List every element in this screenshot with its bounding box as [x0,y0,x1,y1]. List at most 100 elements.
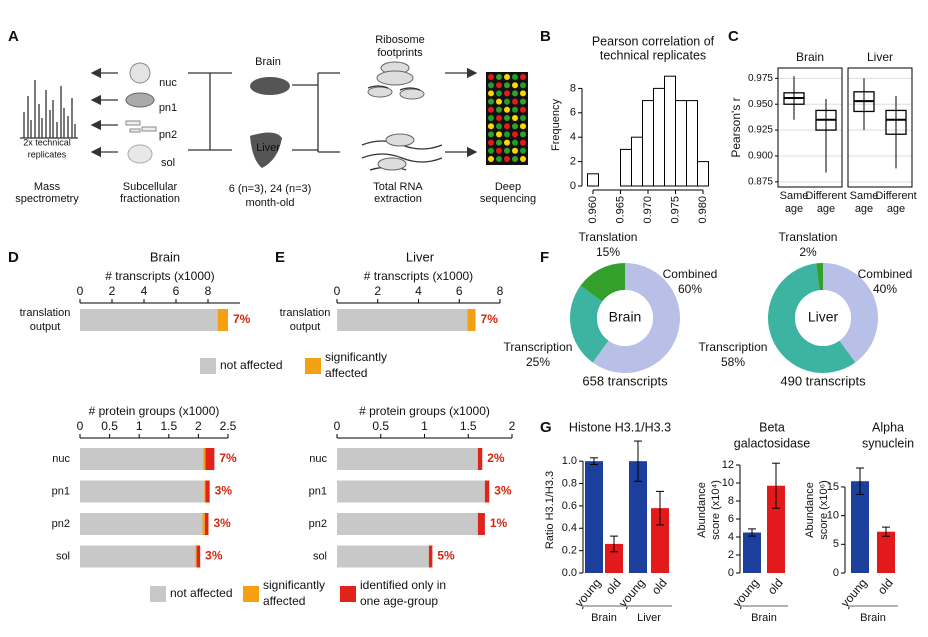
diagram-label: sol [161,157,175,169]
ribosome-icon [385,133,415,147]
facet-title: Brain [796,50,824,64]
diagram-label: fractionation [120,193,180,205]
spot [512,106,518,113]
y-tick-label: 10 [722,477,734,489]
diagram-label: pn1 [159,102,177,114]
bar [686,100,698,187]
x-tick-label: 8 [497,284,504,298]
x-tick-label: age [887,203,905,215]
donut-slice [768,263,856,373]
diagram-label: Brain [255,56,281,68]
panel-label: B [540,28,551,45]
row-label: pn2 [309,518,327,530]
percent-label: 1% [490,516,508,530]
diagram-label: Ribosome [375,34,425,46]
slice-label: Combined [858,267,913,281]
bar-segment [217,309,228,331]
x-axis-label: # protein groups (x1000) [89,404,220,418]
spot [488,106,494,113]
y-tick-label: 6 [570,107,576,119]
legend-swatch [305,358,321,374]
slice-label: Transcription [699,340,768,354]
x-tick-label: 1 [136,419,143,433]
slice-value: 2% [799,245,817,259]
spot [512,123,518,130]
percent-label: 7% [481,312,499,326]
spot [488,74,494,80]
spot [504,123,510,130]
x-tick-label: 6 [173,284,180,298]
spot [512,156,518,162]
diagram-label: nuc [159,77,177,89]
donut-slice [570,285,609,363]
diagram-label: sequencing [480,193,536,205]
diagram-label: footprints [377,47,423,59]
diagram-label: replicates [28,149,67,159]
spot [512,115,518,121]
slice-value: 15% [596,245,620,259]
x-tick-label: age [855,203,873,215]
legend-label: affected [325,366,367,380]
slice-value: 60% [678,282,702,296]
x-tick-label: Same [780,190,809,202]
spot [520,139,526,146]
bar [605,543,623,573]
bar [651,508,669,573]
legend-label: not affected [170,586,233,600]
legend-label: significantly [263,578,325,592]
spot [488,131,494,138]
bar-segment [80,545,196,568]
group-label: Brain [591,612,617,624]
bar [642,100,654,187]
y-tick-label: 15 [827,481,839,493]
row-label: nuc [309,453,327,465]
y-axis-label: score (x10⁴) [710,480,722,540]
legend-label: identified only in [360,578,446,592]
y-tick-label: 0 [570,180,576,192]
slice-label: Translation [779,230,838,244]
row-label: pn2 [52,518,70,530]
bar [653,87,665,187]
bar [629,461,647,573]
y-tick-label: 1.0 [562,455,577,467]
ribosome-icon [376,70,414,86]
bar-segment [337,513,478,535]
y-tick-label: 0.0 [562,567,577,579]
y-tick-label: 0.875 [748,176,773,187]
slice-label: Combined [663,267,718,281]
spot [488,115,494,121]
bar [620,148,632,187]
x-tick-label: age [817,203,835,215]
x-tick-label: 1.5 [460,419,477,433]
spot [520,74,526,80]
spot [496,115,502,121]
y-tick-label: 5 [833,538,839,550]
y-tick-label: 4 [728,531,734,543]
spot [496,156,502,162]
spot [488,156,494,162]
spot [504,131,510,138]
row-label: pn1 [52,485,70,497]
spot [504,156,510,162]
donut-slice [580,263,625,302]
bar-segment [204,513,209,535]
row-label: output [290,321,321,333]
chart-title: technical replicates [600,48,706,62]
donut-slice [592,263,680,373]
group-label: Brain [860,612,886,624]
spot [512,90,518,97]
spot [488,147,494,154]
x-tick-label: 0 [77,284,84,298]
spot [520,131,526,138]
x-tick-label: 0.975 [669,196,681,224]
spot [488,82,494,89]
bar [675,100,687,187]
y-tick-label: 0 [728,567,734,579]
y-tick-label: 0.4 [562,522,577,534]
bar [587,173,599,187]
panel-label: A [8,28,19,45]
bar-segment [337,480,485,503]
bar [631,136,643,187]
percent-label: 3% [215,484,233,498]
